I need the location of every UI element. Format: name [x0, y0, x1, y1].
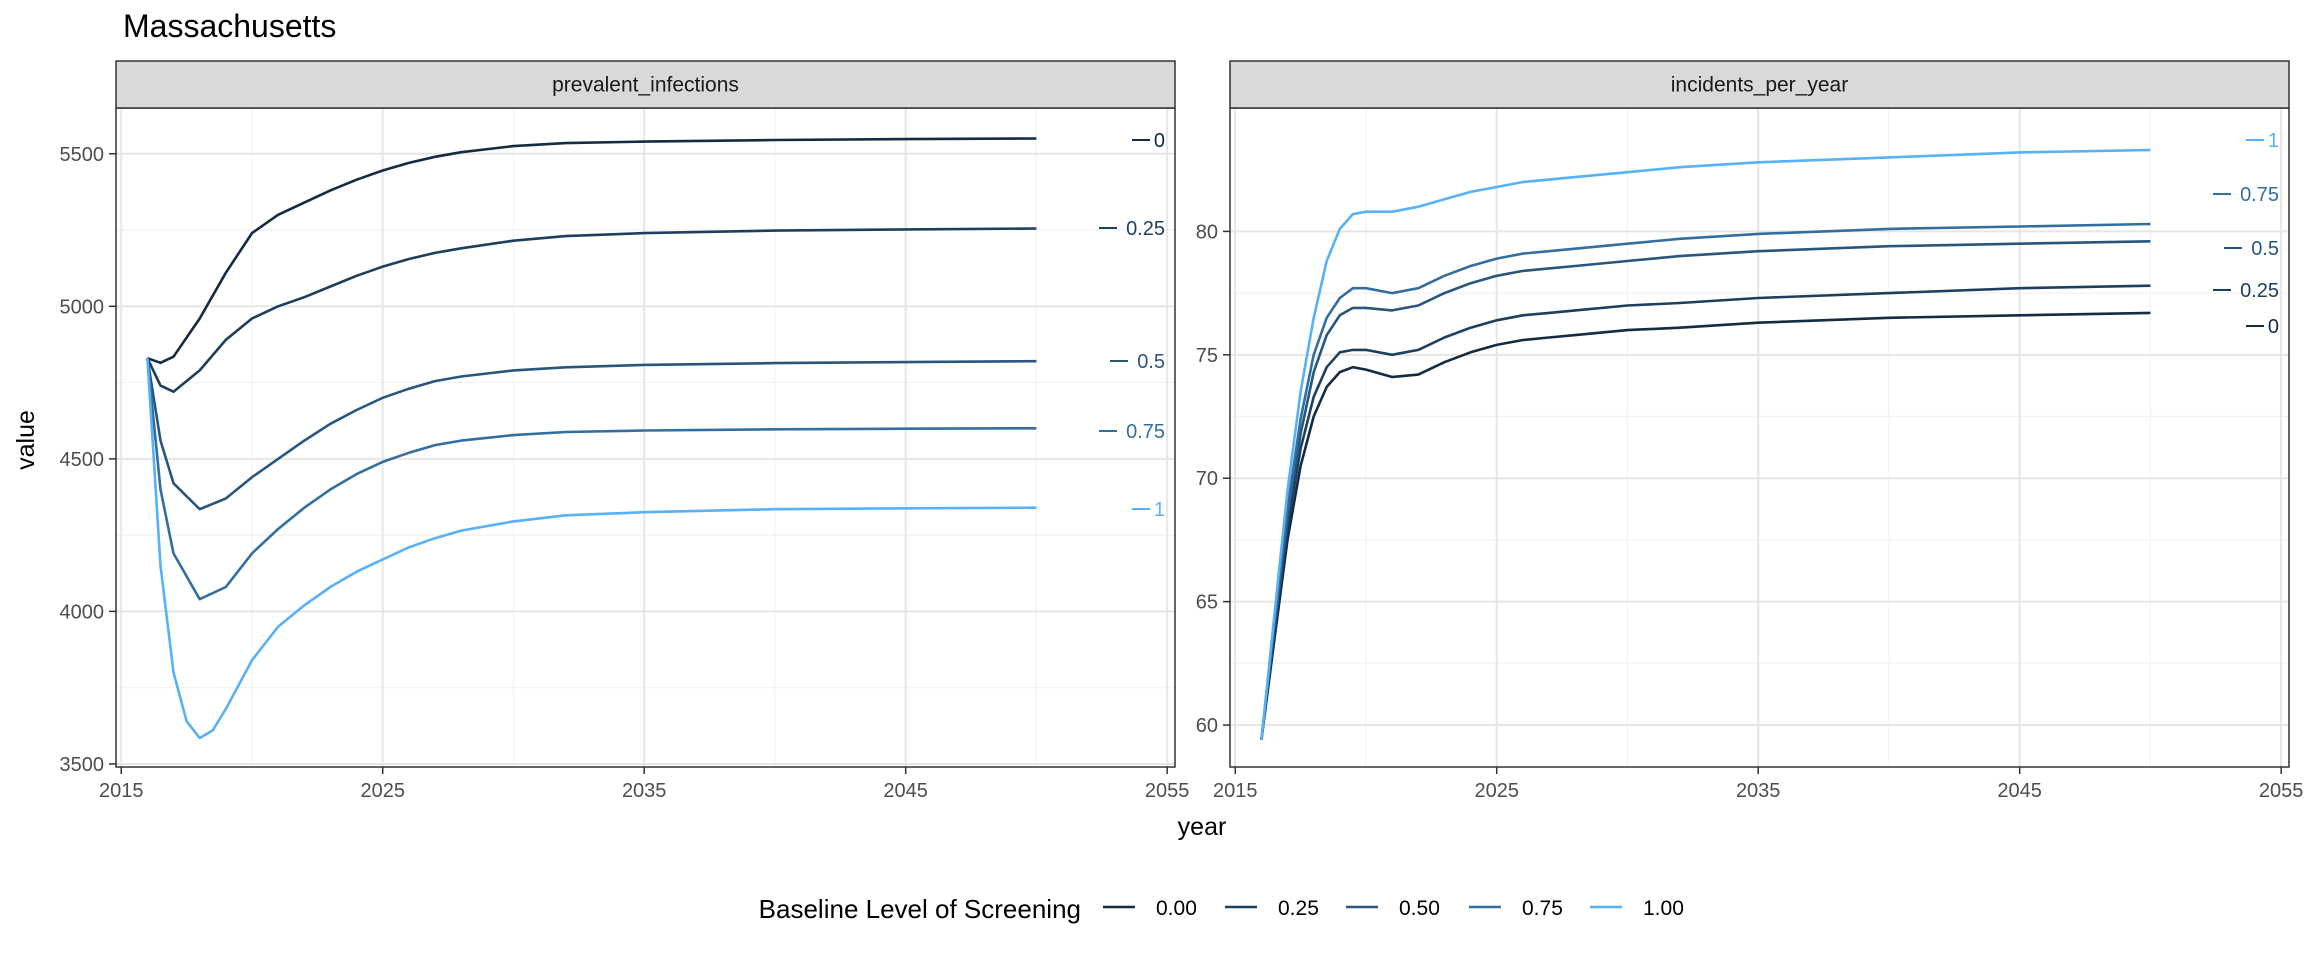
legend-entry-1-00: 1.00 [1590, 897, 1684, 920]
series-line-1 [1260, 148, 2151, 741]
series-line-0-25 [146, 227, 1037, 393]
y-tick-label: 5000 [60, 296, 105, 318]
facet-strip-label: prevalent_infections [552, 74, 739, 97]
series-line-0-75 [1260, 222, 2151, 741]
x-tick-label: 2015 [99, 780, 144, 802]
legend-entry-label: 0.00 [1156, 897, 1197, 920]
facet-strip [115, 60, 1176, 109]
legend-title: Baseline Level of Screening [759, 894, 1081, 924]
x-axis-label: year [1178, 813, 1227, 841]
chart-title: Massachusetts [123, 8, 336, 44]
legend: Baseline Level of Screening 0.00 0.25 0.50… [759, 894, 1684, 924]
end-label-1: 1 [2268, 130, 2279, 152]
x-tick-label: 2025 [360, 780, 405, 802]
panel-background [116, 108, 1175, 767]
end-label-0-75: 0.75 [1126, 421, 1165, 443]
series-line-0 [146, 137, 1037, 365]
y-tick-label: 5500 [60, 144, 105, 166]
end-label-0-25: 0.25 [2240, 280, 2279, 302]
facet-strip [1229, 60, 2290, 109]
panel-background [1230, 108, 2289, 767]
x-tick-label: 2055 [1145, 780, 1190, 802]
legend-entry-0-00: 0.00 [1103, 897, 1197, 920]
end-label-0: 0 [1154, 130, 1165, 152]
y-tick-label: 60 [1196, 715, 1218, 737]
y-tick-label: 75 [1196, 345, 1218, 367]
legend-entry-label: 0.50 [1399, 897, 1440, 920]
panels: 0 0.25 0.5 0.75 1 prevalent_infections 2015 202… [60, 60, 2304, 802]
series-line-0-5 [146, 357, 1037, 511]
legend-entry-0-75: 0.75 [1469, 897, 1563, 920]
series-line-0-5 [1260, 240, 2151, 741]
y-tick-label: 3500 [60, 754, 105, 776]
end-label-0: 0 [2268, 316, 2279, 338]
x-tick-label: 2045 [883, 780, 928, 802]
x-tick-label: 2055 [2259, 780, 2304, 802]
legend-entry-label: 1.00 [1643, 897, 1684, 920]
y-tick-label: 65 [1196, 592, 1218, 614]
series-line-0-75 [146, 358, 1037, 601]
x-tick-label: 2035 [1736, 780, 1781, 802]
panel-incidents-per-year: 0 0.25 0.5 0.75 1 incidents_per_year 2015 2025 2… [1196, 60, 2304, 802]
x-tick-label: 2035 [622, 780, 667, 802]
series-line-1 [146, 358, 1037, 740]
end-label-0-5: 0.5 [1137, 351, 1165, 373]
y-tick-label: 80 [1196, 221, 1218, 243]
y-tick-label: 70 [1196, 468, 1218, 490]
facet-strip-label: incidents_per_year [1671, 74, 1848, 97]
end-label-0-75: 0.75 [2240, 184, 2279, 206]
legend-entry-0-50: 0.50 [1346, 897, 1440, 920]
x-tick-label: 2025 [1474, 780, 1519, 802]
x-tick-label: 2015 [1213, 780, 1258, 802]
end-label-0-5: 0.5 [2251, 238, 2279, 260]
series-line-0-25 [1260, 284, 2151, 741]
series-line-0 [1260, 311, 2151, 741]
y-tick-label: 4000 [60, 601, 105, 623]
legend-entry-0-25: 0.25 [1225, 897, 1319, 920]
end-label-0-25: 0.25 [1126, 218, 1165, 240]
end-label-1: 1 [1154, 499, 1165, 521]
legend-entry-label: 0.75 [1522, 897, 1563, 920]
x-tick-label: 2045 [1997, 780, 2042, 802]
legend-entry-label: 0.25 [1278, 897, 1319, 920]
y-axis-label: value [12, 410, 40, 470]
panel-prevalent-infections: 0 0.25 0.5 0.75 1 prevalent_infections 2015 202… [60, 60, 1190, 802]
y-tick-label: 4500 [60, 449, 105, 471]
